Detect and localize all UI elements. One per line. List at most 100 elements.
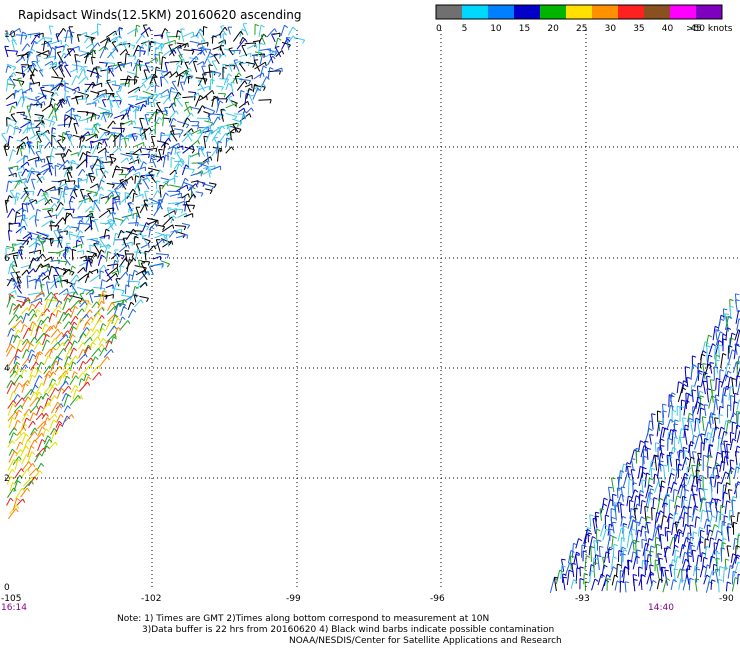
wind-barb-flag — [700, 529, 705, 533]
wind-barb-flag — [192, 193, 197, 198]
wind-barb-flag — [22, 31, 27, 35]
wind-barb — [712, 326, 716, 341]
wind-barb — [60, 153, 65, 164]
wind-barb — [102, 112, 107, 123]
wind-barb — [10, 272, 16, 282]
wind-barb — [54, 267, 60, 277]
wind-barb — [98, 132, 105, 141]
wind-barb-flag — [677, 555, 682, 559]
wind-barb-flag — [21, 81, 25, 86]
wind-barb — [6, 278, 17, 283]
wind-barb-flag — [711, 395, 716, 399]
wind-barb-flag — [720, 547, 725, 550]
wind-barb-flag — [729, 298, 734, 302]
wind-barb-flag — [149, 127, 152, 132]
wind-barb-flag — [105, 62, 108, 67]
wind-barb — [164, 107, 169, 115]
wind-barb-flag — [55, 92, 59, 97]
wind-barb-flag — [571, 563, 576, 565]
wind-barb — [21, 269, 28, 276]
wind-barb — [110, 252, 119, 260]
wind-barb — [55, 348, 65, 360]
wind-barb-flag — [28, 461, 32, 466]
wind-barb — [8, 263, 12, 275]
wind-barb — [676, 516, 681, 528]
wind-barb — [26, 431, 36, 442]
wind-barb-flag — [54, 430, 59, 435]
wind-barb — [71, 64, 83, 68]
wind-barb — [190, 129, 201, 135]
wind-barb-flag — [714, 524, 719, 528]
wind-barb — [197, 160, 208, 169]
wind-barb-flag — [11, 416, 16, 421]
wind-barb-flag — [25, 312, 30, 316]
wind-barb — [8, 417, 13, 429]
wind-barb-flag — [594, 515, 600, 518]
wind-barb-flag — [87, 260, 92, 263]
wind-barb-flag — [609, 528, 614, 531]
wind-barb — [140, 203, 153, 206]
wind-barb — [85, 174, 96, 178]
wind-barb — [54, 365, 61, 373]
wind-barb-flag — [133, 192, 138, 196]
wind-barb-flag — [138, 60, 143, 63]
wind-barb-flag — [690, 536, 695, 539]
wind-barb-flag — [52, 378, 57, 382]
wind-barb-flag — [33, 62, 37, 67]
wind-barb — [98, 93, 106, 100]
wind-barb — [8, 149, 14, 162]
wind-barb-flag — [90, 206, 94, 211]
wind-barb — [115, 91, 123, 101]
wind-barb-flag — [75, 355, 79, 360]
wind-barb-flag — [41, 439, 46, 443]
wind-barb — [144, 251, 147, 261]
wind-barb — [76, 250, 84, 253]
wind-barb-flag — [612, 521, 617, 524]
wind-barb-flag — [53, 229, 58, 232]
colorbar-swatches — [435, 4, 723, 20]
wind-barb-flag — [163, 113, 168, 117]
wind-barb — [711, 524, 715, 537]
wind-barb-flag — [35, 60, 41, 63]
wind-barb — [173, 158, 182, 170]
wind-barb-flag — [54, 103, 59, 107]
wind-barb-flag — [732, 438, 737, 442]
wind-barb — [20, 324, 25, 333]
wind-barb — [141, 222, 147, 233]
wind-barb-flag — [679, 405, 685, 408]
wind-barb — [197, 127, 208, 135]
wind-barb-flag — [114, 333, 117, 338]
wind-barb-flag — [622, 546, 627, 550]
wind-barb — [197, 77, 203, 87]
wind-barb — [627, 559, 630, 576]
wind-barb — [90, 356, 96, 366]
wind-barb — [91, 56, 94, 65]
wind-barb-flag — [139, 128, 144, 131]
wind-barb-flag — [590, 546, 595, 549]
wind-barb — [59, 275, 63, 288]
wind-barb-flag — [679, 436, 684, 439]
wind-barb — [85, 288, 93, 296]
wind-barb-flag — [703, 556, 708, 560]
wind-barb-flag — [123, 299, 128, 303]
wind-barb — [56, 28, 64, 39]
wind-barb-flag — [175, 208, 178, 213]
wind-barb-flag — [96, 93, 100, 98]
wind-barb — [71, 95, 83, 100]
wind-barb — [37, 167, 50, 175]
wind-barb — [139, 161, 144, 170]
wind-barb-flag — [210, 156, 213, 161]
wind-barb-flag — [58, 65, 63, 67]
wind-barb-flag — [570, 549, 575, 553]
wind-barb — [687, 474, 692, 485]
wind-barb-flag — [11, 440, 15, 445]
wind-barb — [124, 293, 136, 302]
wind-barb — [736, 412, 739, 429]
wind-barb — [19, 226, 23, 234]
wind-barb-flag — [104, 268, 110, 271]
wind-barb — [69, 300, 79, 311]
wind-barb — [138, 260, 141, 268]
wind-barb — [8, 314, 17, 325]
wind-barb-flag — [112, 294, 114, 299]
wind-barb — [589, 570, 592, 583]
